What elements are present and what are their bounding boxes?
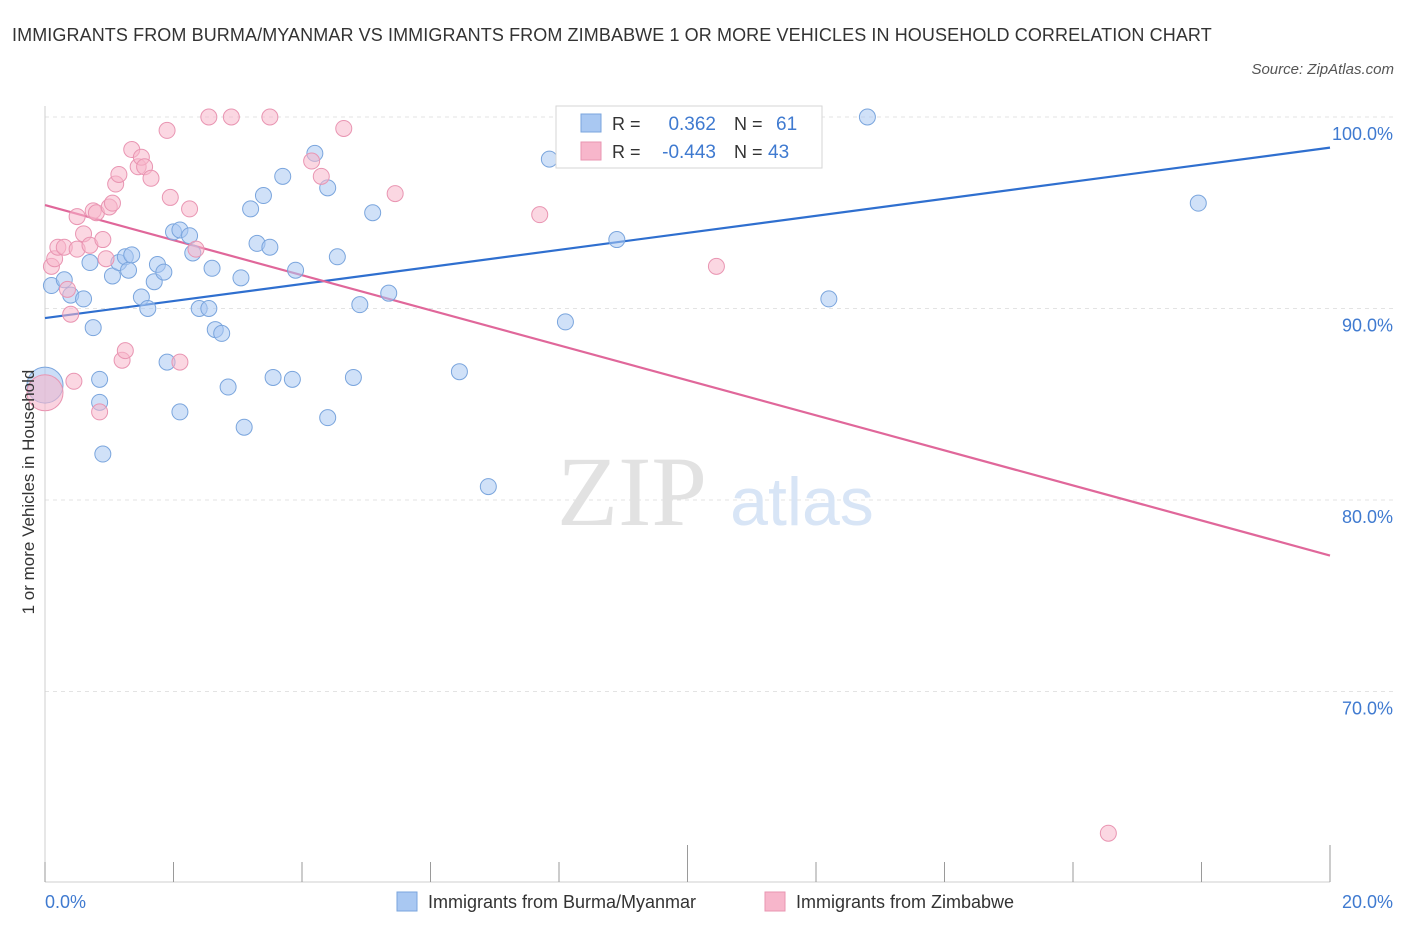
stats-r-value-pink: -0.443 xyxy=(662,142,716,163)
point-zimbabwe xyxy=(187,240,205,258)
point-burma xyxy=(84,319,102,337)
point-burma xyxy=(242,200,260,218)
point-zimbabwe xyxy=(91,403,109,421)
chart-title: IMMIGRANTS FROM BURMA/MYANMAR VS IMMIGRA… xyxy=(12,25,1212,45)
y-tick-label: 70.0% xyxy=(1342,699,1393,719)
point-zimbabwe xyxy=(68,208,86,226)
axis-layer: 100.0% 90.0% 80.0% 70.0% 0.0% 20.0% xyxy=(44,106,1393,912)
y-tick-label: 90.0% xyxy=(1342,316,1393,336)
point-zimbabwe xyxy=(62,305,80,323)
point-burma xyxy=(540,150,558,168)
point-zimbabwe xyxy=(1099,824,1117,842)
point-burma xyxy=(235,418,253,436)
point-zimbabwe xyxy=(386,185,404,203)
point-burma xyxy=(820,290,838,308)
point-burma xyxy=(81,254,99,272)
legend: Immigrants from Burma/Myanmar Immigrants… xyxy=(396,891,1014,912)
point-burma xyxy=(75,290,93,308)
stats-swatch-blue xyxy=(580,113,602,133)
x-tick-label: 20.0% xyxy=(1342,892,1393,912)
y-tick-label: 80.0% xyxy=(1342,507,1393,527)
point-burma xyxy=(556,313,574,331)
point-burma xyxy=(319,409,337,427)
stats-n-value-blue: 61 xyxy=(776,114,797,135)
point-zimbabwe xyxy=(65,372,83,390)
stats-r-value-blue: 0.362 xyxy=(668,114,716,135)
point-zimbabwe xyxy=(222,108,240,126)
point-zimbabwe xyxy=(261,108,279,126)
point-burma xyxy=(203,259,221,277)
point-zimbabwe xyxy=(335,119,353,137)
point-zimbabwe xyxy=(181,200,199,218)
stats-box: R = 0.362 N = 61 R = -0.443 N = 43 xyxy=(555,105,823,169)
point-burma xyxy=(123,246,141,264)
stats-swatch-pink xyxy=(580,141,602,161)
point-burma xyxy=(380,284,398,302)
point-layer xyxy=(26,106,1207,842)
point-burma xyxy=(94,445,112,463)
legend-label-blue: Immigrants from Burma/Myanmar xyxy=(428,892,696,912)
point-zimbabwe xyxy=(200,108,218,126)
chart-source: Source: ZipAtlas.com xyxy=(1251,61,1394,78)
legend-swatch-pink xyxy=(764,891,786,912)
trend-layer xyxy=(44,146,1331,557)
point-zimbabwe xyxy=(312,167,330,185)
point-burma xyxy=(364,204,382,222)
stats-r-label-blue: R = xyxy=(612,114,641,134)
point-zimbabwe xyxy=(142,169,160,187)
y-axis-label: 1 or more Vehicles in Household xyxy=(19,370,38,615)
point-burma xyxy=(450,363,468,381)
point-burma xyxy=(608,231,626,249)
stats-n-label-pink: N = xyxy=(734,142,763,162)
point-burma xyxy=(155,263,173,281)
point-zimbabwe xyxy=(116,342,134,360)
point-burma xyxy=(120,261,138,279)
stats-r-label-pink: R = xyxy=(612,142,641,162)
point-burma xyxy=(219,378,237,396)
point-zimbabwe xyxy=(171,353,189,371)
point-burma xyxy=(200,300,218,317)
point-burma xyxy=(1189,194,1207,212)
point-zimbabwe xyxy=(97,250,115,268)
legend-label-pink: Immigrants from Zimbabwe xyxy=(796,892,1014,912)
point-zimbabwe xyxy=(110,165,128,183)
stats-n-label-blue: N = xyxy=(734,114,763,134)
point-burma xyxy=(858,108,876,126)
point-zimbabwe xyxy=(158,121,176,139)
point-burma xyxy=(328,248,346,266)
point-zimbabwe xyxy=(707,257,725,275)
point-burma xyxy=(254,187,272,205)
watermark-atlas: atlas xyxy=(730,464,874,540)
point-zimbabwe xyxy=(26,374,64,412)
point-burma xyxy=(232,269,250,287)
point-burma xyxy=(283,370,301,388)
point-burma xyxy=(274,167,292,185)
point-burma xyxy=(139,300,157,317)
point-zimbabwe xyxy=(531,206,549,224)
point-zimbabwe xyxy=(94,231,112,249)
trendline-zimbabwe xyxy=(44,204,1331,557)
point-burma xyxy=(351,296,369,314)
point-burma xyxy=(264,368,282,386)
point-burma xyxy=(171,403,189,421)
watermark-zip: ZIP xyxy=(557,436,707,547)
point-burma xyxy=(261,238,279,256)
point-burma xyxy=(344,368,362,386)
stats-n-value-pink: 43 xyxy=(768,142,789,163)
y-tick-label: 100.0% xyxy=(1332,124,1393,144)
point-zimbabwe xyxy=(303,152,321,170)
point-burma xyxy=(287,261,305,279)
legend-swatch-blue xyxy=(396,891,418,912)
watermark: ZIP atlas xyxy=(557,436,874,547)
point-zimbabwe xyxy=(58,280,76,298)
point-burma xyxy=(91,370,109,388)
x-tick-label: 0.0% xyxy=(45,892,86,912)
point-burma xyxy=(213,324,231,342)
point-burma xyxy=(479,478,497,496)
point-zimbabwe xyxy=(103,194,121,212)
point-zimbabwe xyxy=(161,188,179,206)
trendline-burma xyxy=(44,146,1331,320)
